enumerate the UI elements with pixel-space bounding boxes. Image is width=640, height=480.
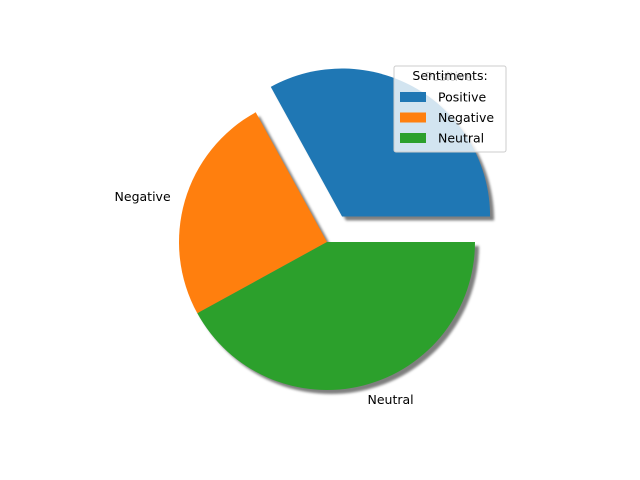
slice-neutral (197, 242, 475, 390)
legend: Sentiments: Positive Negative Neutral (393, 65, 507, 153)
legend-swatch-positive (400, 92, 426, 102)
slice-label-negative: Negative (115, 189, 171, 204)
legend-swatch-neutral (400, 133, 426, 143)
legend-label-negative: Negative (438, 110, 494, 125)
slice-negative (178, 112, 327, 314)
legend-swatch-negative (400, 112, 426, 123)
slice-label-neutral: Neutral (367, 392, 413, 407)
legend-entries: Positive Negative Neutral (400, 90, 494, 146)
legend-frame (393, 65, 507, 153)
legend-title: Sentiments: (412, 68, 487, 83)
legend-label-positive: Positive (438, 90, 486, 105)
legend-label-neutral: Neutral (438, 131, 484, 146)
